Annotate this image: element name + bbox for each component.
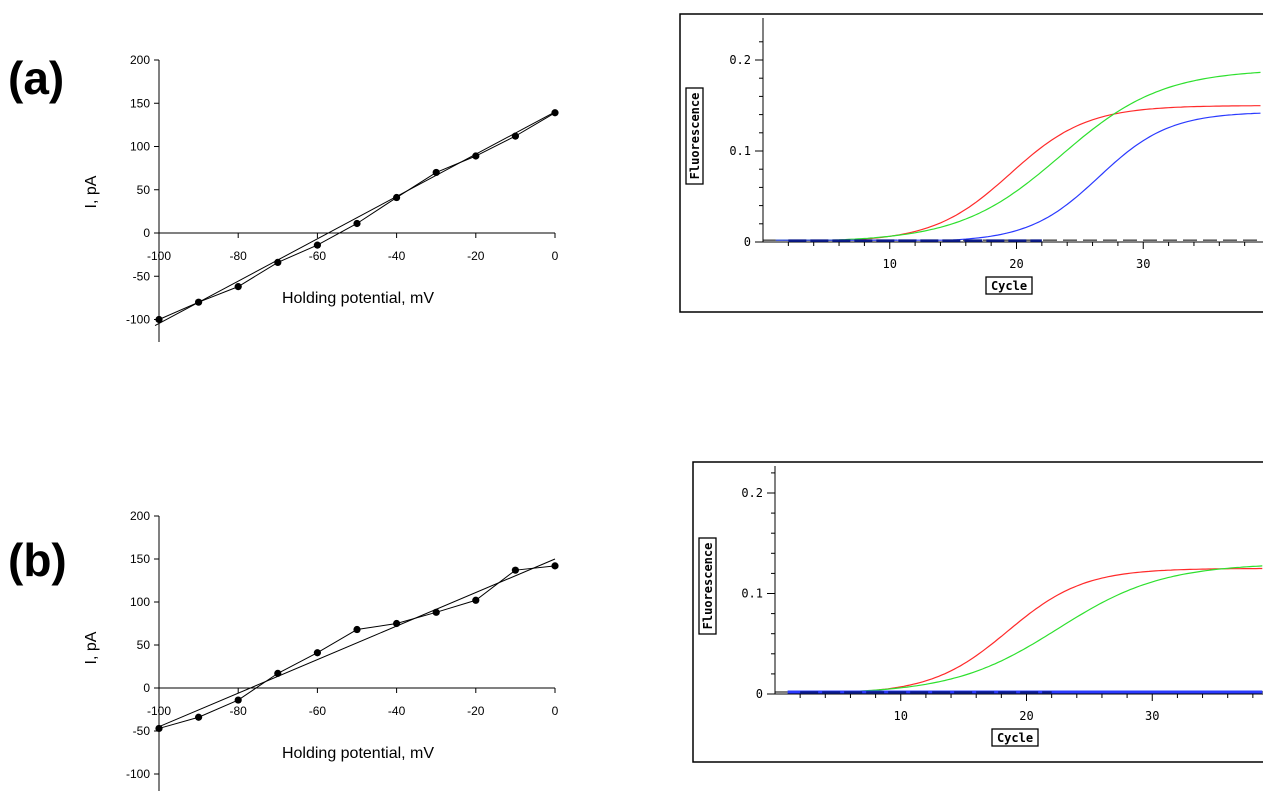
x-tick-label: -100	[147, 704, 171, 718]
y-tick-label: -100	[126, 313, 150, 327]
x-tick-label: -20	[467, 249, 485, 263]
x-tick-label: -80	[230, 249, 248, 263]
data-point	[432, 168, 440, 177]
y-axis-label: I, pA	[83, 631, 100, 664]
y-tick-label: -50	[133, 724, 151, 738]
data-point	[393, 193, 401, 202]
y-axis-label-box	[685, 87, 704, 185]
y-tick-label: 0	[143, 681, 150, 695]
y-tick-label: 0.2	[741, 486, 763, 500]
x-tick-label: 20	[1019, 709, 1033, 723]
y-tick-label: 100	[130, 595, 150, 609]
plot-frame	[692, 461, 1263, 763]
data-point	[313, 241, 321, 249]
x-axis-label-box	[985, 276, 1033, 295]
y-tick-label: 0.1	[729, 144, 751, 158]
x-axis-label: Holding potential, mV	[282, 745, 434, 762]
y-tick-label: 0	[756, 687, 763, 701]
x-tick-label: -100	[147, 249, 171, 263]
y-tick-label: 100	[130, 140, 150, 154]
x-tick-label: -40	[388, 704, 406, 718]
panel-label-b: (b)	[8, 534, 67, 586]
iv-chart-iv_b: -100 -50 0 50 100 150 200 -100 -80 -60 -40 -20 0 Hold…	[83, 509, 559, 791]
data-point	[353, 625, 361, 634]
y-axis-label-box	[698, 537, 717, 635]
y-axis-label: Fluorescence	[688, 93, 702, 180]
amplification-curve-red	[775, 105, 1261, 241]
data-point	[274, 258, 282, 267]
amplification-curve-green	[775, 71, 1261, 241]
x-tick-label: 30	[1136, 257, 1150, 271]
x-tick-label: -60	[309, 249, 327, 263]
y-axis-label: Fluorescence	[701, 543, 715, 630]
x-tick-label: 0	[552, 704, 559, 718]
qpcr-chart-qpcr_b: 00.10.21020304CycleFluorescence	[692, 461, 1263, 763]
plot-frame	[679, 13, 1263, 313]
data-point	[432, 608, 440, 616]
data-point	[551, 109, 559, 117]
x-axis-label: Holding potential, mV	[282, 290, 434, 307]
y-tick-label: -100	[126, 767, 150, 781]
panel-label-a: (a)	[8, 52, 65, 104]
data-point	[155, 315, 163, 324]
data-point	[155, 724, 163, 733]
y-tick-label: 50	[137, 183, 151, 197]
amplification-curve-red	[787, 567, 1263, 693]
x-tick-label: 0	[552, 249, 559, 263]
data-point	[511, 132, 519, 140]
fit-line	[154, 111, 556, 326]
y-tick-label: -50	[133, 269, 151, 283]
data-line	[158, 565, 556, 729]
x-tick-label: -20	[467, 704, 485, 718]
x-tick-label: -40	[388, 249, 406, 263]
x-axis-label: Cycle	[997, 731, 1033, 745]
y-tick-label: 0.1	[741, 587, 763, 601]
x-tick-label: 10	[894, 709, 908, 723]
y-tick-label: 0.2	[729, 53, 751, 67]
iv-chart-iv_a: -100 -50 0 50 100 150 200 -100 -80 -60 -40 -20 0 Hold…	[83, 53, 559, 342]
data-point	[472, 152, 480, 160]
data-point	[313, 649, 321, 657]
y-tick-label: 200	[130, 53, 150, 67]
data-point	[551, 562, 559, 570]
x-axis-label: Cycle	[991, 279, 1027, 293]
data-point	[472, 596, 480, 604]
x-tick-label: 10	[883, 257, 897, 271]
fit-line	[158, 558, 556, 728]
data-point	[353, 219, 361, 228]
data-point	[234, 696, 242, 704]
data-point	[234, 283, 242, 291]
data-point	[511, 566, 519, 574]
y-tick-label: 150	[130, 96, 150, 110]
y-tick-label: 150	[130, 552, 150, 566]
y-tick-label: 200	[130, 509, 150, 523]
data-point	[195, 298, 203, 306]
amplification-curve-blue	[775, 112, 1261, 241]
qpcr-chart-qpcr_a: 00.10.21020304CycleFluorescence	[679, 13, 1263, 313]
y-tick-label: 0	[744, 235, 751, 249]
y-tick-label: 0	[143, 226, 150, 240]
y-tick-label: 50	[137, 638, 151, 652]
y-axis-label: I, pA	[83, 175, 100, 208]
x-axis-label-box	[991, 728, 1039, 747]
amplification-curve-green	[787, 565, 1263, 693]
x-tick-label: 30	[1145, 709, 1159, 723]
data-point	[274, 669, 282, 677]
x-tick-label: -80	[230, 704, 248, 718]
x-tick-label: -60	[309, 704, 327, 718]
data-point	[195, 713, 203, 721]
data-point	[393, 619, 401, 628]
x-tick-label: 20	[1009, 257, 1023, 271]
